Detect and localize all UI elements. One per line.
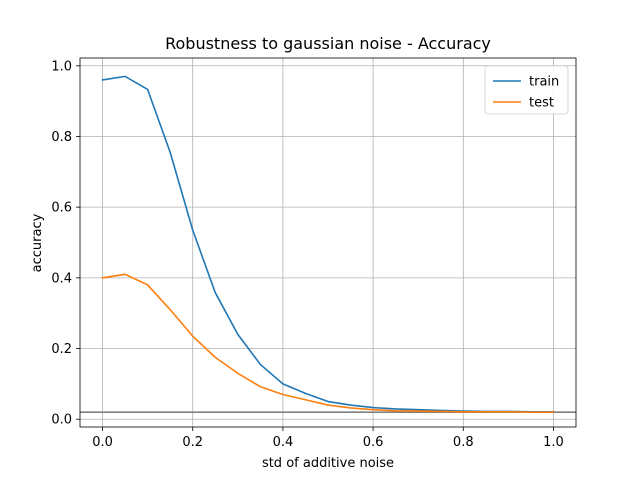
y-axis-title: accuracy	[30, 213, 45, 272]
series-line-test	[101, 273, 555, 413]
x-tick-label: 0.4	[273, 435, 294, 450]
legend-box	[484, 65, 569, 115]
x-tick-label: 0.6	[363, 435, 384, 450]
y-tick-label: 0.4	[51, 271, 72, 286]
y-tick-label: 0.8	[51, 130, 72, 145]
x-tick-label: 0.8	[453, 435, 474, 450]
axes-frame	[79, 57, 577, 428]
grid	[80, 58, 576, 427]
legend: train test	[484, 65, 569, 115]
plot-area	[80, 75, 576, 413]
y-tick-label: 0.2	[51, 342, 72, 357]
y-tick-label: 1.0	[51, 59, 72, 74]
chart-title: Robustness to gaussian noise - Accuracy	[165, 34, 491, 53]
y-tick-label: 0.0	[51, 413, 72, 428]
legend-label-test: test	[529, 96, 554, 111]
x-tick-label: 1.0	[543, 435, 564, 450]
x-tick-label: 0.0	[92, 435, 113, 450]
x-tick-label: 0.2	[182, 435, 203, 450]
axes: 0.0 0.2 0.4 0.6 0.8 1.0 0.0 0.2 0.4 0.6 0.8 1.0	[51, 57, 577, 450]
legend-label-train: train	[529, 75, 559, 90]
x-axis-title: std of additive noise	[262, 456, 394, 471]
y-tick-label: 0.6	[51, 201, 72, 216]
